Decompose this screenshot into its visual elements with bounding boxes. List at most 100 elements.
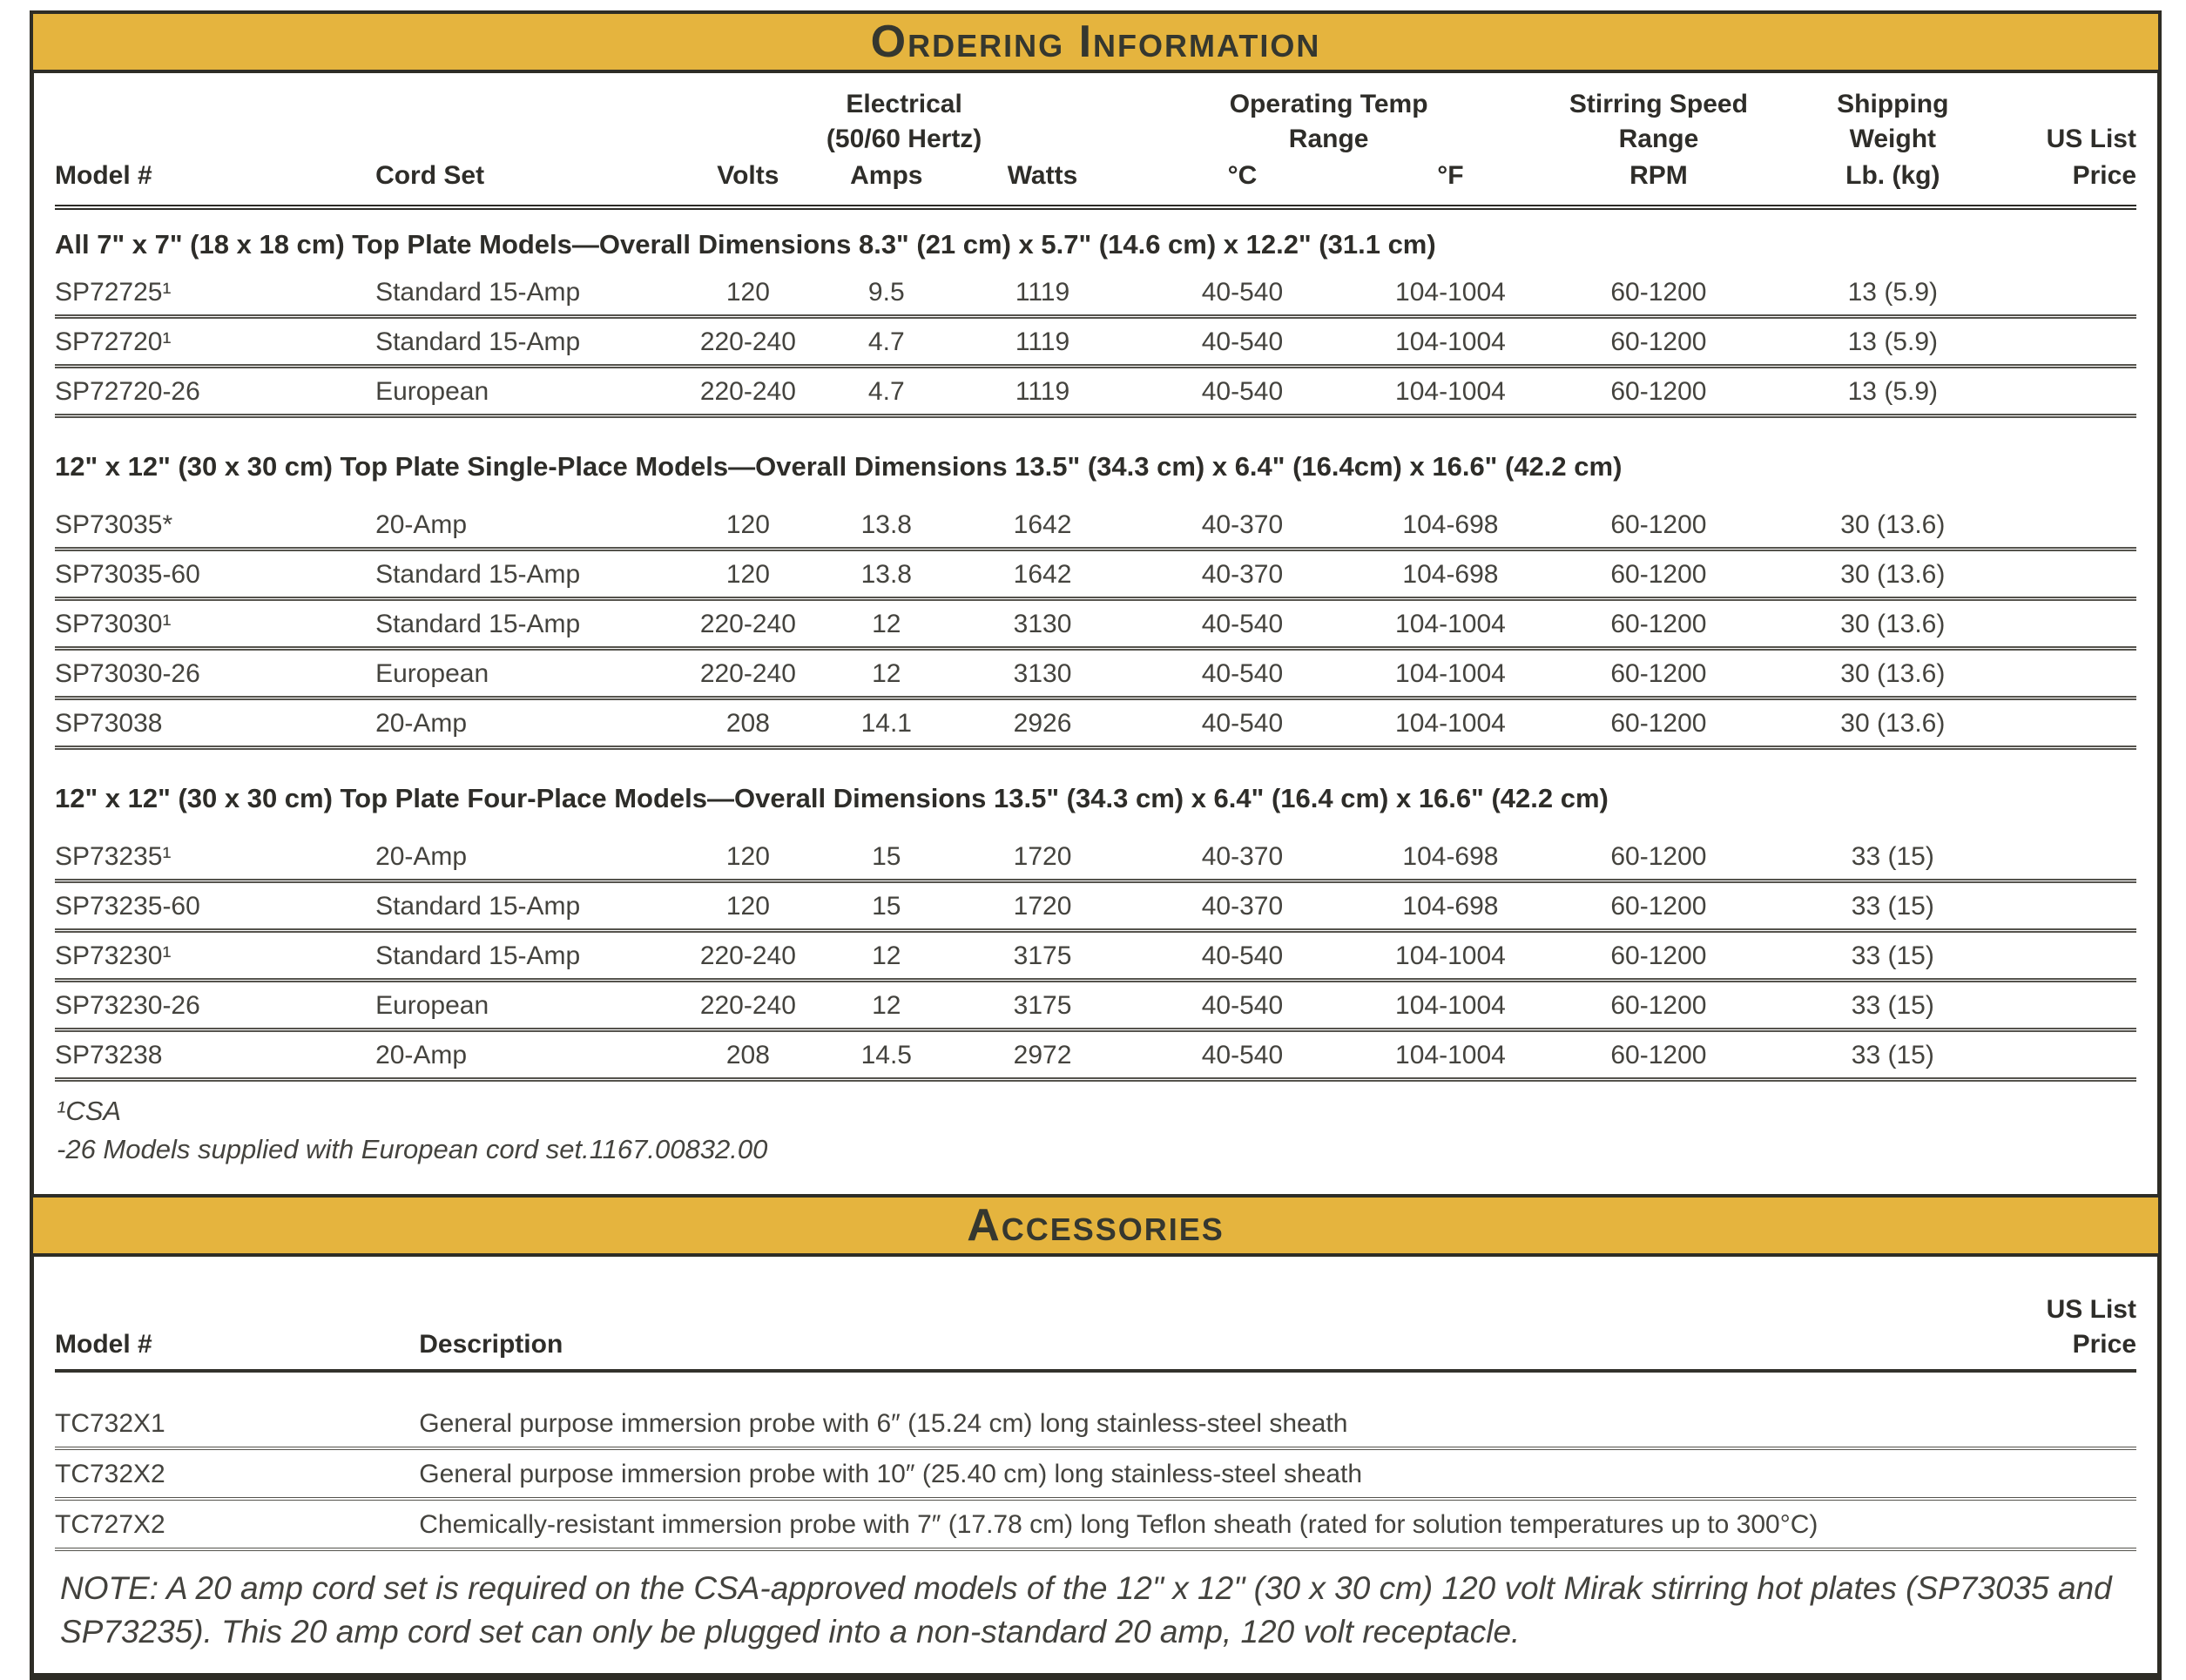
cell-volts: 220-240 bbox=[687, 366, 809, 418]
cell-price bbox=[2005, 930, 2136, 982]
footnote-26-models: -26 Models supplied with European cord s… bbox=[57, 1134, 768, 1165]
header-hertz: (50/60 Hertz) bbox=[826, 124, 982, 153]
cell-weight: 33 (15) bbox=[1780, 980, 2006, 1032]
cell-temp-f: 104-1004 bbox=[1364, 268, 1537, 319]
cord-set-note: NOTE: A 20 amp cord set is required on t… bbox=[60, 1570, 2112, 1650]
cell-amps: 4.7 bbox=[808, 366, 965, 418]
cell-weight: 30 (13.6) bbox=[1780, 501, 2006, 551]
cell-model: TC732X1 bbox=[55, 1371, 420, 1451]
header-watts: Watts bbox=[964, 156, 1121, 210]
accessories-box: US List Model # Description Price TC732X… bbox=[30, 1257, 2162, 1680]
header-deg-f: °F bbox=[1364, 156, 1537, 210]
cell-temp-f: 104-1004 bbox=[1364, 930, 1537, 982]
table-row: SP73230¹ Standard 15-Amp 220-240 12 3175… bbox=[55, 930, 2136, 982]
cell-model: SP72725¹ bbox=[55, 268, 376, 319]
ordering-table-header: Electrical Operating Temp Stirring Speed… bbox=[55, 87, 2136, 210]
cell-rpm: 60-1200 bbox=[1536, 980, 1781, 1032]
acc-header-us-list: US List bbox=[2046, 1295, 2136, 1325]
cell-temp-f: 104-1004 bbox=[1364, 1029, 1537, 1082]
cell-price bbox=[2005, 316, 2136, 368]
table-row: SP73230-26 European 220-240 12 3175 40-5… bbox=[55, 980, 2136, 1032]
cell-volts: 120 bbox=[687, 549, 809, 601]
header-group-row-1: Electrical Operating Temp Stirring Speed… bbox=[55, 87, 2136, 122]
cell-model: SP73238 bbox=[55, 1029, 376, 1082]
table-row: SP72720¹ Standard 15-Amp 220-240 4.7 111… bbox=[55, 316, 2136, 368]
cell-watts: 1119 bbox=[964, 316, 1121, 368]
cell-rpm: 60-1200 bbox=[1536, 833, 1781, 883]
cell-price bbox=[2005, 1029, 2136, 1082]
header-weight: Weight bbox=[1849, 124, 1937, 153]
cell-volts: 220-240 bbox=[687, 930, 809, 982]
header-speed-range: Range bbox=[1618, 124, 1699, 153]
cell-volts: 220-240 bbox=[687, 316, 809, 368]
cell-temp-c: 40-370 bbox=[1120, 549, 1365, 601]
cell-weight: 33 (15) bbox=[1780, 1029, 2006, 1082]
cell-cord: Standard 15-Amp bbox=[375, 930, 688, 982]
cell-watts: 1119 bbox=[964, 366, 1121, 418]
section-heading-row: 12" x 12" (30 x 30 cm) Top Plate Four-Pl… bbox=[55, 747, 2136, 833]
cell-temp-c: 40-540 bbox=[1120, 268, 1365, 319]
cell-cord: 20-Amp bbox=[375, 833, 688, 883]
header-operating-temp: Operating Temp bbox=[1229, 90, 1428, 118]
cell-amps: 14.5 bbox=[808, 1029, 965, 1082]
cell-price bbox=[1918, 1448, 2136, 1501]
cell-temp-f: 104-1004 bbox=[1364, 598, 1537, 651]
cell-temp-f: 104-698 bbox=[1364, 880, 1537, 933]
cell-amps: 9.5 bbox=[808, 268, 965, 319]
cell-weight: 30 (13.6) bbox=[1780, 598, 2006, 651]
cell-watts: 1720 bbox=[964, 833, 1121, 883]
cell-price bbox=[2005, 549, 2136, 601]
cell-volts: 220-240 bbox=[687, 648, 809, 700]
cell-weight: 30 (13.6) bbox=[1780, 648, 2006, 700]
header-volts: Volts bbox=[687, 156, 809, 210]
cell-temp-c: 40-370 bbox=[1120, 880, 1365, 933]
cell-price bbox=[2005, 648, 2136, 700]
cell-temp-c: 40-540 bbox=[1120, 1029, 1365, 1082]
section-heading: 12" x 12" (30 x 30 cm) Top Plate Single-… bbox=[55, 450, 1623, 482]
cell-price bbox=[2005, 833, 2136, 883]
cell-model: SP73035* bbox=[55, 501, 376, 551]
footnote-csa: ¹CSA bbox=[57, 1095, 122, 1126]
cell-temp-f: 104-1004 bbox=[1364, 366, 1537, 418]
cell-weight: 33 (15) bbox=[1780, 880, 2006, 933]
cell-cord: Standard 15-Amp bbox=[375, 316, 688, 368]
cell-rpm: 60-1200 bbox=[1536, 316, 1781, 368]
header-temp-range: Range bbox=[1288, 124, 1369, 153]
cell-watts: 2926 bbox=[964, 698, 1121, 750]
cell-price bbox=[2005, 598, 2136, 651]
header-price: Price bbox=[2005, 156, 2136, 210]
cell-cord: 20-Amp bbox=[375, 1029, 688, 1082]
header-cord-set: Cord Set bbox=[375, 156, 688, 210]
cell-watts: 1642 bbox=[964, 549, 1121, 601]
accessories-title: Accessories bbox=[967, 1200, 1225, 1252]
cell-description: General purpose immersion probe with 6″ … bbox=[419, 1371, 1919, 1451]
cell-rpm: 60-1200 bbox=[1536, 698, 1781, 750]
cell-price bbox=[2005, 268, 2136, 319]
cell-temp-c: 40-370 bbox=[1120, 833, 1365, 883]
cell-cord: Standard 15-Amp bbox=[375, 598, 688, 651]
cell-volts: 208 bbox=[687, 1029, 809, 1082]
cell-price bbox=[2005, 980, 2136, 1032]
cell-price bbox=[1918, 1499, 2136, 1552]
header-lb-kg: Lb. (kg) bbox=[1780, 156, 2006, 210]
cell-cord: Standard 15-Amp bbox=[375, 549, 688, 601]
footnotes: ¹CSA -26 Models supplied with European c… bbox=[55, 1082, 2136, 1191]
ordering-information-title: Ordering Information bbox=[870, 17, 1321, 67]
header-model: Model # bbox=[55, 156, 376, 210]
cell-amps: 15 bbox=[808, 880, 965, 933]
cell-volts: 120 bbox=[687, 880, 809, 933]
cell-rpm: 60-1200 bbox=[1536, 268, 1781, 319]
cell-temp-c: 40-370 bbox=[1120, 501, 1365, 551]
cell-rpm: 60-1200 bbox=[1536, 366, 1781, 418]
cell-temp-f: 104-1004 bbox=[1364, 980, 1537, 1032]
header-rpm: RPM bbox=[1536, 156, 1781, 210]
section-heading-row: All 7" x 7" (18 x 18 cm) Top Plate Model… bbox=[55, 207, 2136, 269]
header-deg-c: °C bbox=[1120, 156, 1365, 210]
cell-cord: 20-Amp bbox=[375, 501, 688, 551]
table-row: TC732X1 General purpose immersion probe … bbox=[55, 1371, 2136, 1451]
cell-rpm: 60-1200 bbox=[1536, 501, 1781, 551]
ordering-table: Electrical Operating Temp Stirring Speed… bbox=[55, 87, 2136, 1082]
cell-rpm: 60-1200 bbox=[1536, 549, 1781, 601]
cell-watts: 1119 bbox=[964, 268, 1121, 319]
catalog-page: Ordering Information Electrical Operatin… bbox=[30, 10, 2162, 1680]
